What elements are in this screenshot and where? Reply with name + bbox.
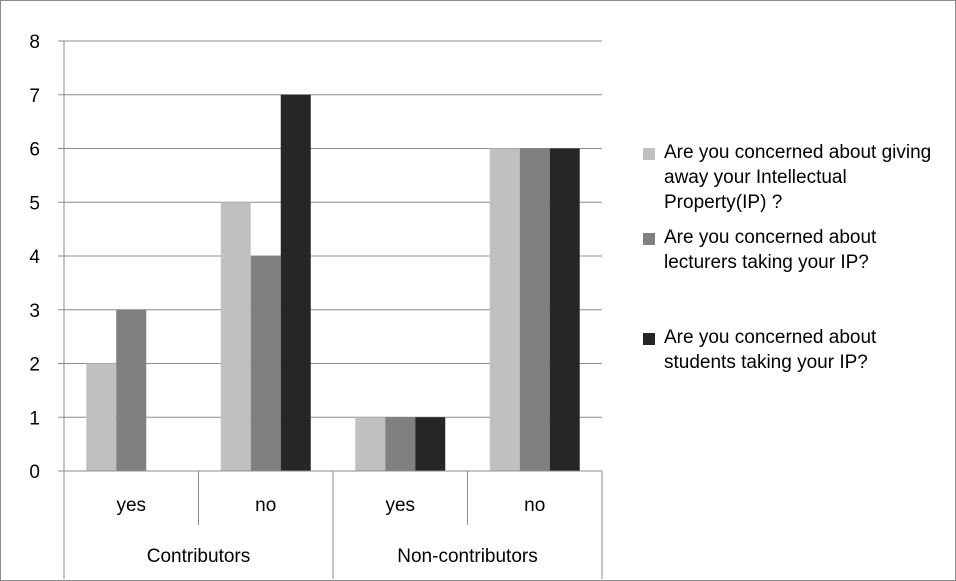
x-tick-labels: yes no yes no Contributors Non-contributors: [116, 495, 545, 567]
y-tick-label: 7: [29, 86, 40, 107]
legend-item: Are you concerned about lecturers taking…: [640, 225, 950, 325]
legend-item: Are you concerned about giving away your…: [640, 140, 950, 215]
bar: [355, 417, 386, 471]
y-tick-labels: 0 1 2 3 4 5 6 7 8: [29, 32, 40, 483]
bar: [549, 148, 580, 471]
bars: [86, 94, 580, 471]
legend-item: Are you concerned about students taking …: [640, 325, 950, 375]
y-tick-label: 0: [29, 462, 40, 483]
group-label: Contributors: [147, 546, 251, 567]
y-tick-label: 5: [29, 193, 40, 214]
x-tick-label: yes: [385, 495, 415, 516]
legend-label: Are you concerned about giving away your…: [664, 142, 932, 213]
legend-swatch: [643, 148, 655, 160]
bar: [415, 417, 446, 471]
y-tick-label: 4: [29, 247, 40, 268]
bar: [519, 148, 550, 471]
x-tick-label: no: [255, 495, 276, 516]
bar: [385, 417, 416, 471]
bar: [86, 363, 117, 471]
y-tick-label: 2: [29, 355, 40, 376]
x-tick-label: yes: [116, 495, 146, 516]
legend-label: Are you concerned about students taking …: [664, 327, 877, 373]
legend-swatch: [643, 333, 655, 345]
legend-label: Are you concerned about lecturers taking…: [664, 227, 877, 273]
legend-swatch: [643, 233, 655, 245]
bar: [250, 256, 281, 471]
axes: [58, 40, 603, 579]
y-tick-label: 1: [29, 408, 40, 429]
legend: Are you concerned about giving away your…: [640, 140, 950, 375]
group-label: Non-contributors: [397, 546, 537, 567]
y-tick-label: 3: [29, 301, 40, 322]
x-tick-label: no: [524, 495, 545, 516]
y-tick-label: 8: [29, 32, 40, 53]
bar: [280, 94, 311, 471]
bar: [116, 309, 147, 471]
bar: [489, 148, 520, 471]
bar: [220, 202, 251, 471]
y-tick-label: 6: [29, 140, 40, 161]
